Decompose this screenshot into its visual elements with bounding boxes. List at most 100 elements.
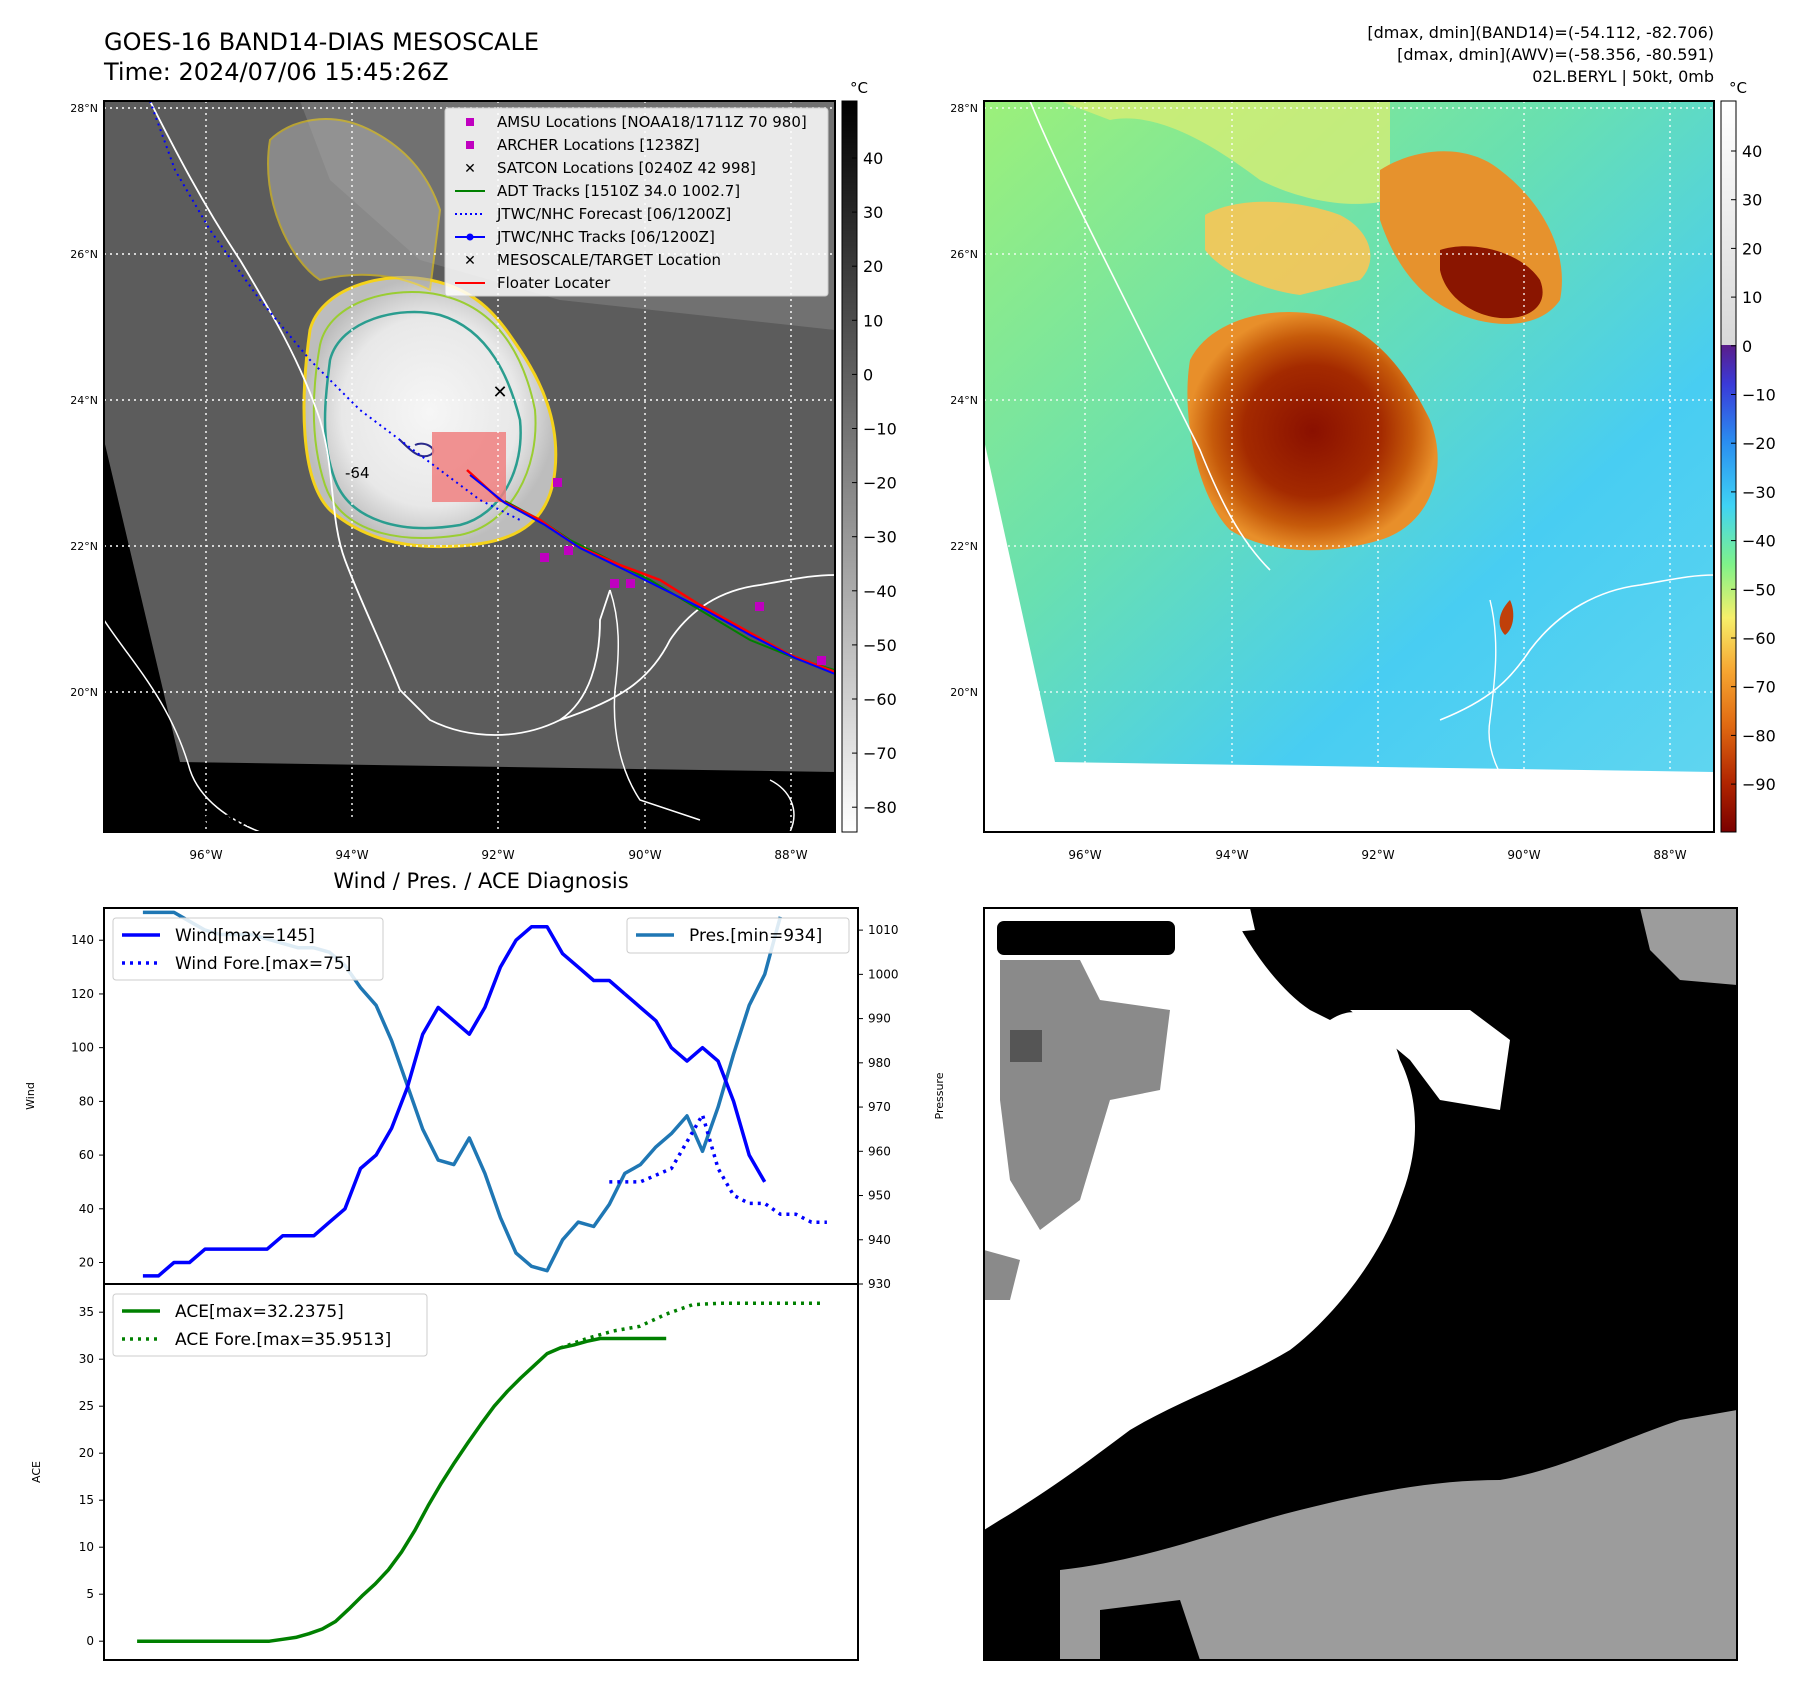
awv-lon-tick-0: 96°W <box>1068 848 1101 862</box>
map-legend-label-1: ARCHER Locations [1238Z] <box>497 136 700 154</box>
awv-lon-ticks: 96°W 94°W 92°W 90°W 88°W <box>1068 848 1686 862</box>
ir-contour-green <box>312 291 537 539</box>
awv-lat-tick-0: 28°N <box>950 102 978 115</box>
awv-colorbar-ticks: 40 30 20 10 0 −10 −20 −30 −40 −50 −60 −70 −80 −90 <box>1731 142 1776 794</box>
wind-series-2 <box>609 1113 827 1224</box>
awv-lat-tick-4: 20°N <box>950 686 978 699</box>
awv-colorbar-ticklabel-8: −40 <box>1742 532 1776 551</box>
ace-legend: ACE[max=32.2375] ACE Fore.[max=35.9513] <box>112 1293 428 1357</box>
pressure-y-ticklabel-8: 1010 <box>868 923 899 937</box>
awv-coastline-mexico <box>1029 101 1271 571</box>
ir-lat-tick-4: 20°N <box>70 686 98 699</box>
pressure-y-label: Pressure <box>933 1072 946 1119</box>
awv-colorbar-ticklabel-6: −20 <box>1742 434 1776 453</box>
ir-colorbar-ticklabel-0: 40 <box>863 149 883 168</box>
pressure-y-ticklabel-1: 940 <box>868 1233 891 1247</box>
awv-colorbar-top <box>1721 101 1736 345</box>
ace-y-ticks: 0 5 10 15 20 25 30 35 <box>79 1305 104 1648</box>
ir-coastline-belize <box>769 779 795 832</box>
amsu-archer-markers <box>540 478 826 665</box>
ir-north-cloud-shield <box>267 118 442 292</box>
awv-convective-cell <box>1499 600 1514 635</box>
ir-colorbar-ticklabel-12: −80 <box>863 798 897 817</box>
ir-lon-tick-0: 96°W <box>189 848 222 862</box>
ir-eye-contour <box>399 439 435 458</box>
wmg-gray-region-south <box>1060 1410 1737 1660</box>
ir-map-frame <box>103 100 836 833</box>
pressure-y-ticklabel-2: 950 <box>868 1189 891 1203</box>
wind-y-label: Wind <box>24 1082 37 1110</box>
pressure-legend-label: Pres.[min=934] <box>689 926 822 946</box>
awv-cloud-band-west <box>1205 201 1371 295</box>
ir-colorbar-ticklabel-8: −40 <box>863 582 897 601</box>
awv-dry-north <box>1060 101 1390 204</box>
awv-colorbar-ticklabel-2: 20 <box>1742 239 1762 258</box>
ace-y-label: ACE <box>30 1461 43 1483</box>
map-legend-label-3: ADT Tracks [1510Z 34.0 1002.7] <box>497 182 740 200</box>
map-legend-label-6: MESOSCALE/TARGET Location <box>497 251 721 269</box>
ace-chart: 0 5 10 15 20 25 30 35 ACE ACE[max=32.2375] ACE … <box>30 1283 859 1661</box>
map-legend-label-4: JTWC/NHC Forecast [06/1200Z] <box>496 205 731 223</box>
ir-colorbar-ticklabel-6: −20 <box>863 474 897 493</box>
map-legend-marker-6: ✕ <box>464 253 476 269</box>
map-legend-marker-5-dot <box>466 233 474 241</box>
ir-colorbar-ticklabel-5: −10 <box>863 420 897 439</box>
ir-coastline-south <box>609 589 701 821</box>
awv-lon-tick-2: 92°W <box>1361 848 1394 862</box>
awv-colorbar-ticklabel-9: −50 <box>1742 580 1776 599</box>
ir-colorbar <box>841 100 858 833</box>
ace-y-ticklabel-3: 15 <box>79 1493 94 1507</box>
ir-lat-tick-0: 28°N <box>70 102 98 115</box>
floater-locater-track <box>466 469 835 674</box>
ir-lon-tick-2: 92°W <box>481 848 514 862</box>
ace-y-ticklabel-7: 35 <box>79 1305 94 1319</box>
wind-y-ticks: 20 40 60 80 100 120 140 <box>71 933 104 1270</box>
ir-colorbar-unit: °C <box>850 79 868 97</box>
ace-legend-label: ACE[max=32.2375] <box>175 1302 344 1322</box>
wmg-count-badge <box>997 921 1175 955</box>
wind-pressure-chart: 20 40 60 80 100 120 140 930 940 950 960 970 980 990 1… <box>24 907 946 1291</box>
map-legend: AMSU Locations [NOAA18/1711Z 70 980] ARCH… <box>444 107 829 297</box>
ace-y-ticklabel-1: 5 <box>86 1587 94 1601</box>
wmg-black-patch-south <box>1100 1600 1200 1660</box>
awv-gridlines <box>984 101 1714 832</box>
wmg-white-patch-east <box>1350 1010 1510 1110</box>
wind-y-ticklabel-1: 40 <box>79 1202 94 1216</box>
info-storm: 02L.BERYL | 50kt, 0mb <box>1532 67 1714 86</box>
ir-colorbar-ticklabel-9: −50 <box>863 636 897 655</box>
ir-coastline-mexico <box>149 101 611 736</box>
wmg-frame <box>983 907 1738 1661</box>
ir-colorbar-ticklabel-3: 10 <box>863 311 883 330</box>
wind-y-ticklabel-2: 60 <box>79 1148 94 1162</box>
wind-legend: Wind[max=145] Wind Fore.[max=75] <box>112 917 384 981</box>
pressure-y-ticks: 930 940 950 960 970 980 990 1000 1010 <box>858 923 899 1291</box>
wmg-dark-cell <box>1010 1030 1042 1062</box>
awv-colorbar-ticklabel-5: −10 <box>1742 386 1776 405</box>
awv-lat-tick-1: 26°N <box>950 248 978 261</box>
wind-legend-box <box>112 917 384 981</box>
ace-y-ticklabel-6: 30 <box>79 1352 94 1366</box>
pressure-y-ticklabel-6: 990 <box>868 1012 891 1026</box>
ir-lon-ticks: 96°W 94°W 92°W 90°W 88°W <box>189 848 807 862</box>
map-legend-label-5: JTWC/NHC Tracks [06/1200Z] <box>496 228 715 246</box>
wind-series-0 <box>142 925 626 1278</box>
awv-colorbar-ticklabel-1: 30 <box>1742 191 1762 210</box>
awv-coastline-yucatan <box>1439 574 1714 721</box>
pressure-y-ticklabel-3: 960 <box>868 1144 891 1158</box>
awv-colorbar-ticklabel-7: −30 <box>1742 483 1776 502</box>
ace-fore-legend-label: ACE Fore.[max=35.9513] <box>175 1330 391 1350</box>
awv-colorbar-ticklabel-3: 10 <box>1742 288 1762 307</box>
wind-y-ticklabel-5: 120 <box>71 987 94 1001</box>
map-legend-marker-1 <box>466 141 474 149</box>
wind-y-ticklabel-3: 80 <box>79 1094 94 1108</box>
awv-cold-top-northeast <box>1440 246 1543 319</box>
pressure-y-ticklabel-4: 970 <box>868 1100 891 1114</box>
ace-y-ticklabel-5: 25 <box>79 1399 94 1413</box>
pressure-legend: Pres.[min=934] <box>626 917 850 954</box>
wind-y-ticklabel-4: 100 <box>71 1041 94 1055</box>
pressure-y-ticklabel-0: 930 <box>868 1277 891 1291</box>
ir-coastline-yucatan <box>559 574 835 721</box>
awv-colorbar-ticklabel-10: −60 <box>1742 629 1776 648</box>
map-legend-box <box>444 107 829 297</box>
